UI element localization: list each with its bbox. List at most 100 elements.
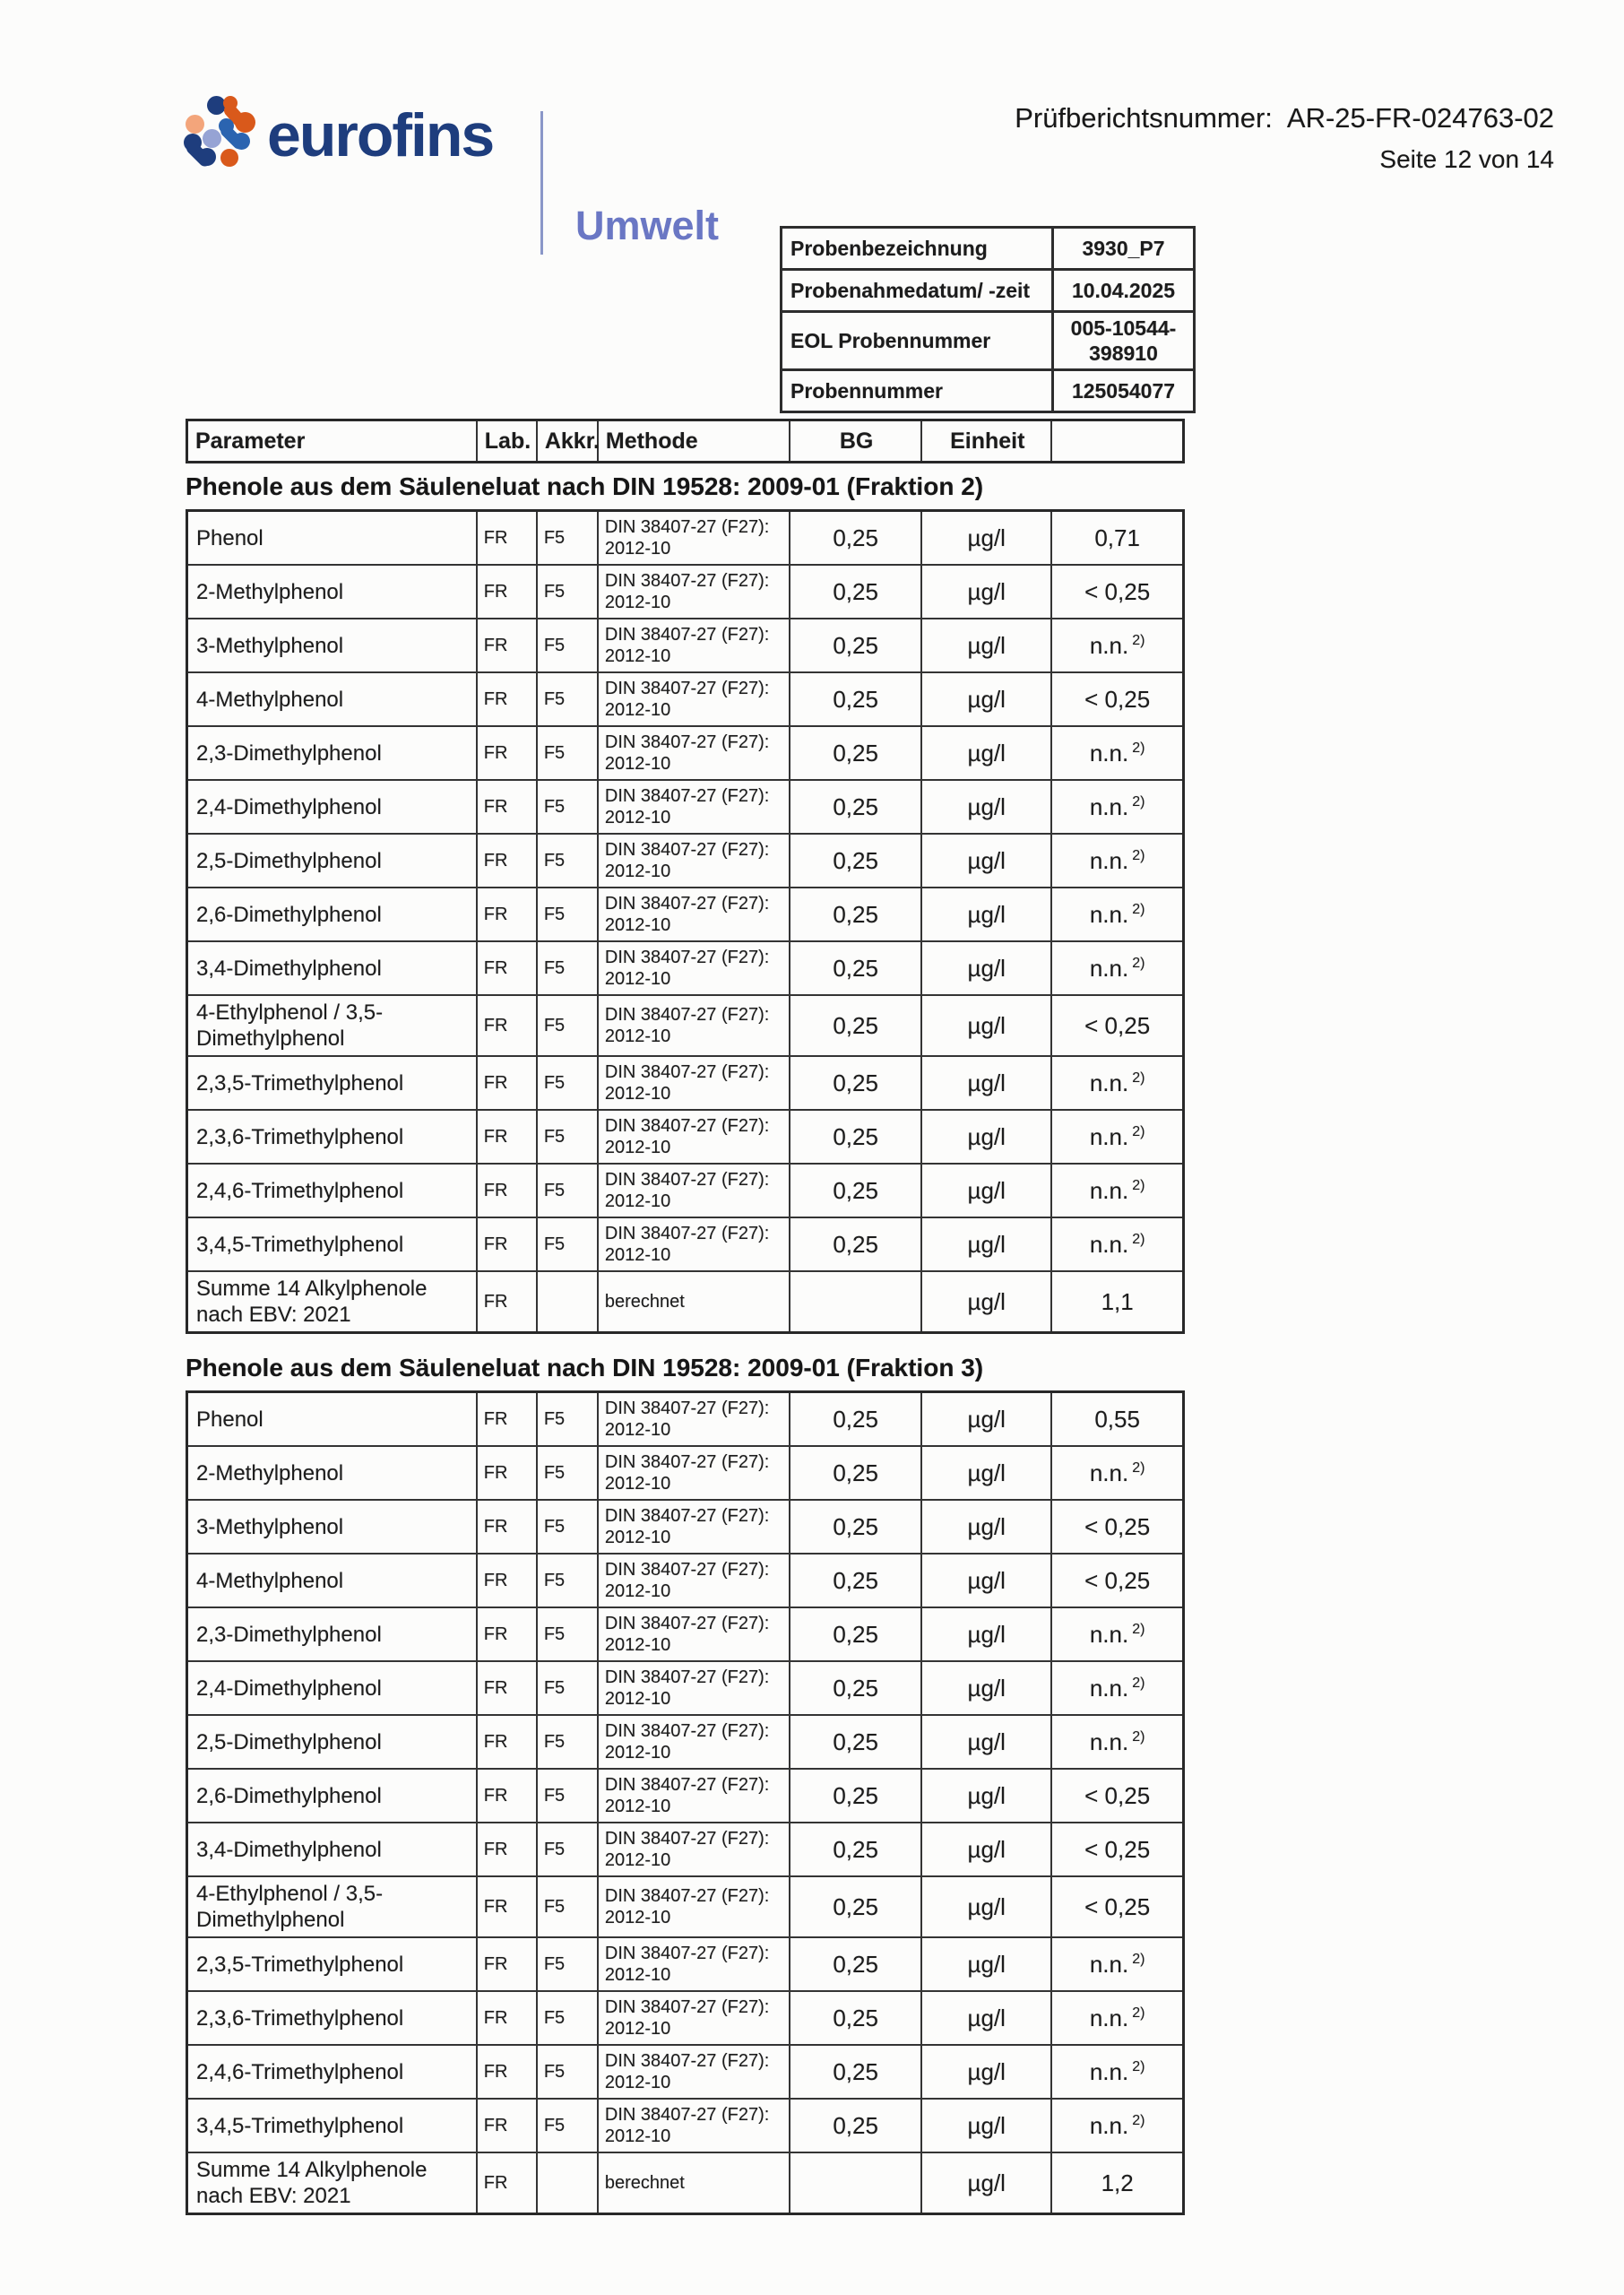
result-row: Summe 14 Alkylphenole nach EBV: 2021 FR … — [186, 1270, 1185, 1334]
col-header-wert — [1050, 419, 1185, 463]
result-row: 3,4,5-Trimethylphenol FR F5 DIN 38407-27… — [186, 2098, 1185, 2153]
result-value-cell: n.n. 2) — [1050, 1606, 1185, 1662]
sample-info-row: Probennummer 125054077 — [780, 368, 1196, 413]
col-header-lab: Lab. — [475, 419, 538, 463]
parameter-cell: 3,4-Dimethylphenol — [186, 940, 478, 996]
result-value: 0,71 — [1094, 524, 1140, 551]
sample-info-label: Probennummer — [780, 368, 1054, 413]
parameter-cell: Summe 14 Alkylphenole nach EBV: 2021 — [186, 2152, 478, 2215]
logo-dot — [223, 96, 238, 110]
result-value: n.n. — [1089, 1459, 1129, 1486]
report-meta: Prüfberichtsnummer: AR-25-FR-024763-02 Se… — [1015, 102, 1554, 174]
result-value-cell: < 0,25 — [1050, 671, 1185, 727]
methode-cell: DIN 38407-27 (F27): 2012-10 — [596, 1055, 791, 1111]
col-header-methode: Methode — [596, 419, 791, 463]
lab-cell: FR — [475, 1445, 538, 1501]
einheit-cell: µg/l — [920, 1553, 1053, 1608]
bg-cell: 0,25 — [789, 779, 923, 835]
result-value: < 0,25 — [1084, 1011, 1151, 1039]
bg-cell: 0,25 — [789, 1163, 923, 1218]
methode-cell: DIN 38407-27 (F27): 2012-10 — [596, 618, 791, 673]
methode-cell: DIN 38407-27 (F27): 2012-10 — [596, 994, 791, 1057]
akkr-cell: F5 — [535, 1606, 599, 1662]
result-value-cell: n.n. 2) — [1050, 725, 1185, 781]
result-value: n.n. — [1089, 1674, 1129, 1702]
parameter-cell: 2,4,6-Trimethylphenol — [186, 2044, 478, 2100]
result-value-cell: 0,55 — [1050, 1390, 1185, 1447]
einheit-cell: µg/l — [920, 1660, 1053, 1716]
akkr-cell: F5 — [535, 725, 599, 781]
result-value: < 0,25 — [1084, 1892, 1151, 1920]
result-row: 2,4-Dimethylphenol FR F5 DIN 38407-27 (F… — [186, 1660, 1185, 1716]
result-value-cell: n.n. 2) — [1050, 940, 1185, 996]
akkr-cell: F5 — [535, 2098, 599, 2153]
parameter-cell: 2,3-Dimethylphenol — [186, 725, 478, 781]
akkr-cell: F5 — [535, 1714, 599, 1770]
result-value: n.n. — [1089, 1230, 1129, 1258]
akkr-cell: F5 — [535, 1875, 599, 1938]
result-row: 2,3,5-Trimethylphenol FR F5 DIN 38407-27… — [186, 1936, 1185, 1992]
result-row: 3-Methylphenol FR F5 DIN 38407-27 (F27):… — [186, 1499, 1185, 1555]
result-value-cell: < 0,25 — [1050, 1553, 1185, 1608]
akkr-cell — [535, 1270, 599, 1334]
result-row: 3,4-Dimethylphenol FR F5 DIN 38407-27 (F… — [186, 1822, 1185, 1877]
section-title-fraktion-3: Phenole aus dem Säuleneluat nach DIN 195… — [186, 1354, 984, 1381]
result-row: Phenol FR F5 DIN 38407-27 (F27): 2012-10… — [186, 509, 1185, 566]
footnote-marker: 2) — [1132, 1728, 1145, 1745]
lab-cell: FR — [475, 887, 538, 942]
result-value-cell: n.n. 2) — [1050, 1990, 1185, 2046]
einheit-cell: µg/l — [920, 1936, 1053, 1992]
result-value-cell: 1,2 — [1050, 2152, 1185, 2215]
akkr-cell: F5 — [535, 1768, 599, 1823]
methode-cell: DIN 38407-27 (F27): 2012-10 — [596, 1606, 791, 1662]
parameter-cell: 2,4-Dimethylphenol — [186, 1660, 478, 1716]
akkr-cell: F5 — [535, 1553, 599, 1608]
einheit-cell: µg/l — [920, 1606, 1053, 1662]
footnote-marker: 2) — [1132, 2058, 1145, 2074]
bg-cell: 0,25 — [789, 1990, 923, 2046]
einheit-cell: µg/l — [920, 671, 1053, 727]
parameter-cell: Phenol — [186, 509, 478, 566]
einheit-cell: µg/l — [920, 1714, 1053, 1770]
bg-cell: 0,25 — [789, 1390, 923, 1447]
akkr-cell: F5 — [535, 509, 599, 566]
einheit-cell: µg/l — [920, 2152, 1053, 2215]
footnote-marker: 2) — [1132, 955, 1145, 971]
methode-cell: DIN 38407-27 (F27): 2012-10 — [596, 1768, 791, 1823]
lab-cell: FR — [475, 1714, 538, 1770]
result-value-cell: n.n. 2) — [1050, 618, 1185, 673]
lab-cell: FR — [475, 2152, 538, 2215]
result-value: n.n. — [1089, 1620, 1129, 1648]
lab-cell: FR — [475, 1606, 538, 1662]
parameter-cell: 2-Methylphenol — [186, 564, 478, 619]
parameter-cell: 4-Ethylphenol / 3,5-Dimethylphenol — [186, 1875, 478, 1938]
einheit-cell: µg/l — [920, 994, 1053, 1057]
einheit-cell: µg/l — [920, 564, 1053, 619]
einheit-cell: µg/l — [920, 1055, 1053, 1111]
result-row: Phenol FR F5 DIN 38407-27 (F27): 2012-10… — [186, 1390, 1185, 1447]
parameter-cell: 3,4-Dimethylphenol — [186, 1822, 478, 1877]
methode-cell: DIN 38407-27 (F27): 2012-10 — [596, 1217, 791, 1272]
einheit-cell: µg/l — [920, 1109, 1053, 1165]
report-number-line: Prüfberichtsnummer: AR-25-FR-024763-02 — [1015, 102, 1554, 134]
akkr-cell: F5 — [535, 1109, 599, 1165]
einheit-cell: µg/l — [920, 833, 1053, 888]
result-row: 3,4-Dimethylphenol FR F5 DIN 38407-27 (F… — [186, 940, 1185, 996]
parameter-cell: 4-Methylphenol — [186, 671, 478, 727]
lab-cell: FR — [475, 1553, 538, 1608]
result-row: 2,3-Dimethylphenol FR F5 DIN 38407-27 (F… — [186, 725, 1185, 781]
bg-cell: 0,25 — [789, 940, 923, 996]
sample-info-label: Probenahmedatum/ -zeit — [780, 268, 1054, 313]
parameter-cell: 2,5-Dimethylphenol — [186, 833, 478, 888]
result-value: n.n. — [1089, 846, 1129, 874]
bg-cell: 0,25 — [789, 1553, 923, 1608]
result-value-cell: n.n. 2) — [1050, 779, 1185, 835]
logo-dot — [233, 133, 250, 150]
lab-cell: FR — [475, 1875, 538, 1938]
result-row: 2,3,6-Trimethylphenol FR F5 DIN 38407-27… — [186, 1109, 1185, 1165]
bg-cell: 0,25 — [789, 2044, 923, 2100]
eurofins-logo-icon — [183, 93, 258, 170]
parameter-cell: 2-Methylphenol — [186, 1445, 478, 1501]
lab-cell: FR — [475, 1109, 538, 1165]
